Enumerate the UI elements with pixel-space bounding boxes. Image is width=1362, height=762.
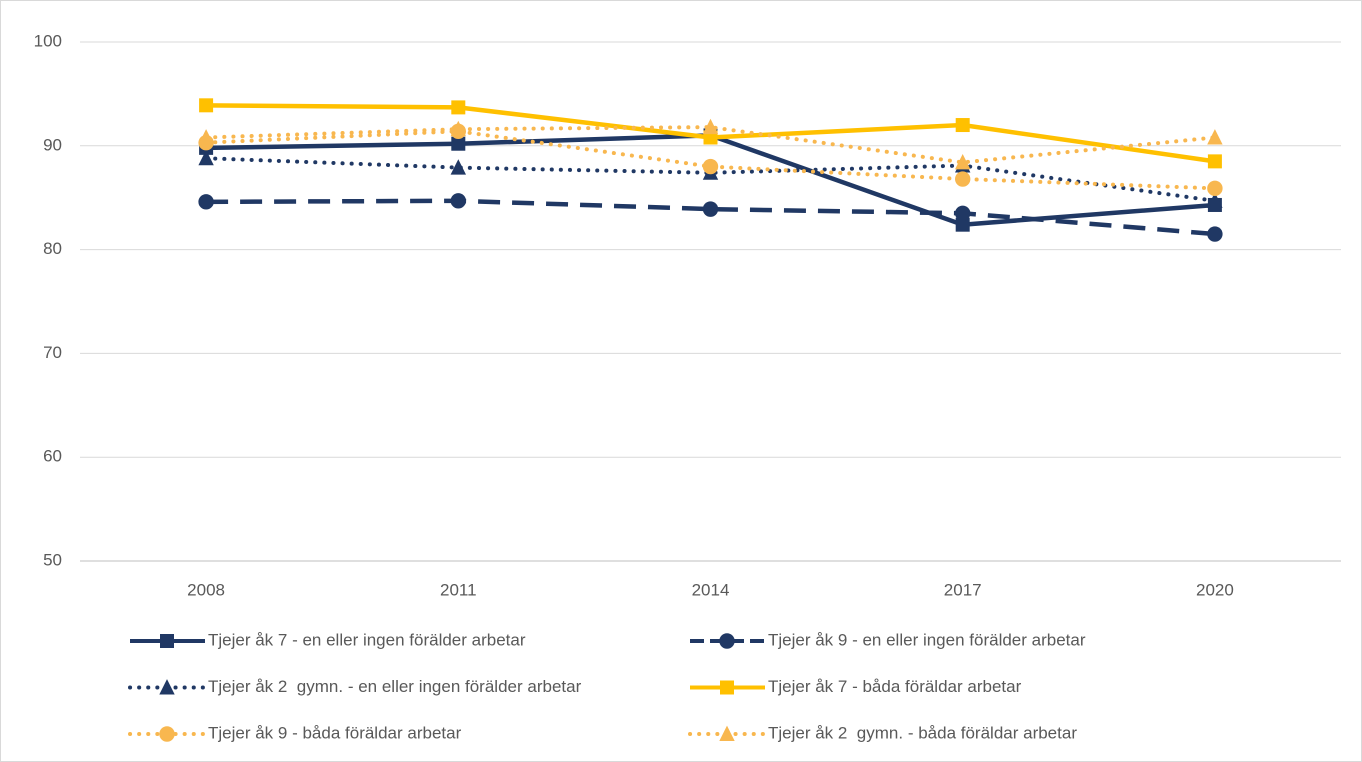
legend-label: Tjejer åk 7 - en eller ingen förälder ar… — [208, 630, 526, 649]
y-tick-label: 80 — [43, 239, 62, 258]
y-tick-label: 90 — [43, 135, 62, 154]
data-point — [451, 136, 466, 151]
legend-marker — [159, 726, 175, 742]
data-point — [955, 154, 971, 170]
legend-label: Tjejer åk 2 gymn. - båda föräldar arbeta… — [768, 723, 1077, 742]
data-point — [1207, 192, 1223, 208]
data-point — [1207, 129, 1223, 145]
data-point — [702, 118, 719, 135]
legend-marker — [160, 634, 174, 648]
data-point — [198, 194, 214, 210]
y-tick-label: 50 — [43, 550, 62, 569]
x-tick-label: 2008 — [187, 580, 225, 599]
data-point — [955, 205, 971, 221]
data-point — [199, 98, 214, 113]
x-tick-label: 2014 — [692, 580, 730, 599]
legend-marker — [719, 725, 735, 741]
legend-marker — [719, 633, 735, 649]
data-point — [450, 120, 466, 137]
legend-marker — [720, 680, 734, 695]
legend-marker — [159, 679, 175, 695]
legend-label: Tjejer åk 2 gymn. - en eller ingen föräl… — [208, 677, 582, 696]
data-point — [450, 193, 466, 209]
data-point — [450, 159, 466, 175]
y-tick-label: 100 — [34, 31, 62, 50]
data-point — [451, 100, 466, 115]
data-point — [1207, 154, 1222, 169]
data-point — [198, 129, 214, 145]
x-tick-label: 2020 — [1196, 580, 1234, 599]
data-point — [702, 201, 719, 217]
data-point — [955, 118, 970, 133]
y-tick-label: 70 — [43, 343, 62, 362]
legend-label: Tjejer åk 7 - båda föräldar arbetar — [768, 677, 1022, 696]
data-point — [955, 217, 970, 232]
legend-label: Tjejer åk 9 - båda föräldar arbetar — [208, 723, 462, 742]
data-point — [955, 171, 971, 187]
legend-label: Tjejer åk 9 - en eller ingen förälder ar… — [768, 630, 1086, 649]
data-point — [1207, 226, 1223, 242]
data-point — [198, 149, 214, 166]
x-tick-label: 2017 — [944, 580, 982, 599]
y-tick-label: 60 — [43, 447, 62, 466]
data-point — [1207, 180, 1223, 197]
data-point — [702, 158, 719, 175]
x-tick-label: 2011 — [440, 580, 477, 599]
